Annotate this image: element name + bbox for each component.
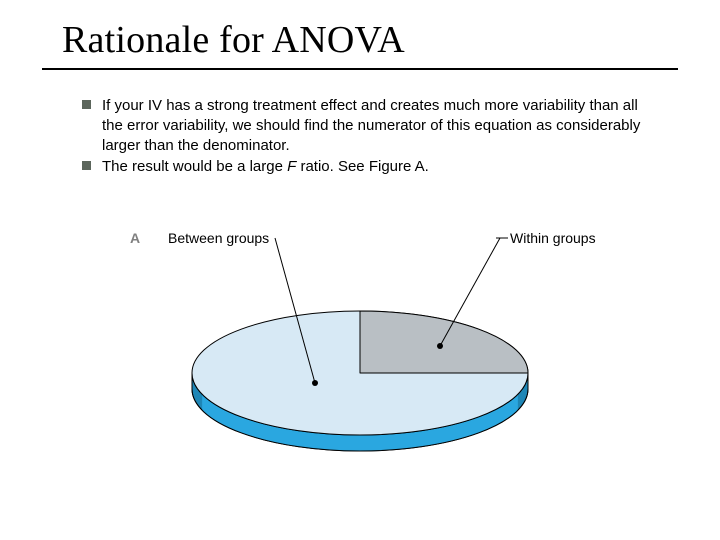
anova-pie-figure: A Between groups Within groups	[110, 228, 610, 458]
bullet-text: If your IV has a strong treatment effect…	[102, 97, 640, 154]
bullet-text-italic: F	[287, 158, 296, 175]
svg-text:A: A	[130, 230, 140, 246]
svg-text:Within groups: Within groups	[510, 230, 596, 246]
title-underline	[42, 68, 678, 70]
bullet-marker-icon	[82, 100, 91, 109]
bullet-text-post: ratio. See Figure A.	[296, 158, 429, 175]
slide: Rationale for ANOVA If your IV has a str…	[0, 0, 720, 540]
list-item: If your IV has a strong treatment effect…	[82, 96, 660, 155]
bullet-list: If your IV has a strong treatment effect…	[82, 96, 660, 179]
slide-title: Rationale for ANOVA	[62, 18, 405, 62]
bullet-marker-icon	[82, 161, 91, 170]
bullet-text: The result would be a large	[102, 158, 287, 175]
list-item: The result would be a large F ratio. See…	[82, 157, 660, 177]
svg-text:Between groups: Between groups	[168, 230, 269, 246]
